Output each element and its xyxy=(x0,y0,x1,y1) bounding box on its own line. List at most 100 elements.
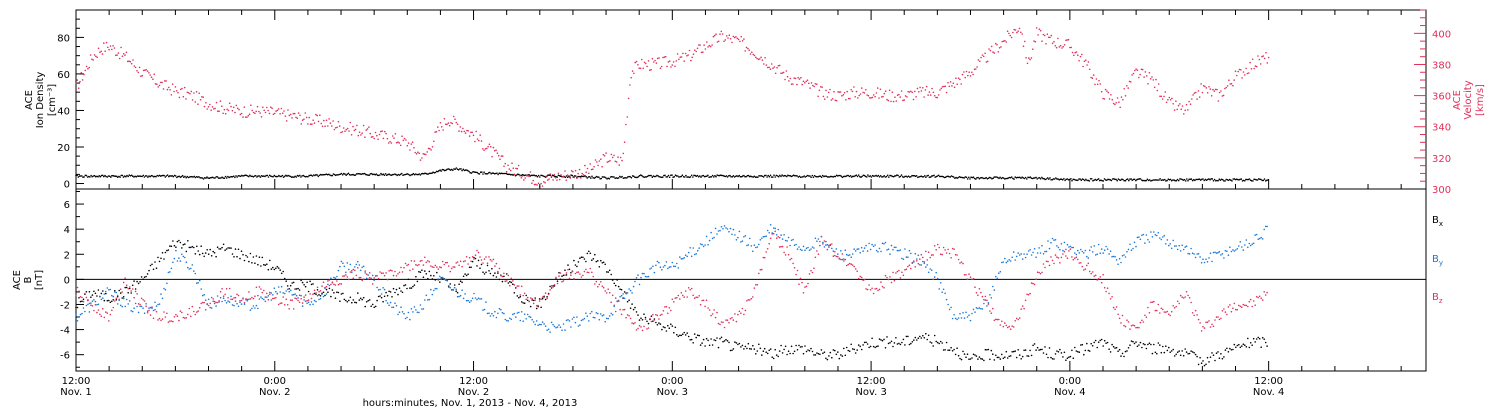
data-point-velocity xyxy=(353,129,356,132)
data-point-velocity xyxy=(166,88,169,91)
data-point-bx xyxy=(927,334,930,337)
data-point-bz xyxy=(796,269,799,272)
data-point-velocity xyxy=(393,137,395,139)
data-point-bz xyxy=(886,276,888,279)
data-point-bx xyxy=(564,269,566,272)
ion-density-label-line1: ACE xyxy=(24,90,35,110)
data-point-bx xyxy=(1047,356,1049,359)
data-point-by xyxy=(1151,236,1154,238)
data-point-ion-density xyxy=(1005,177,1007,180)
data-point-ion-density xyxy=(532,174,534,177)
data-point-bz xyxy=(410,260,413,262)
data-point-ion-density xyxy=(866,176,868,178)
data-point-by xyxy=(737,236,739,239)
data-point-velocity xyxy=(850,89,852,91)
data-point-by xyxy=(641,272,644,275)
data-point-bz xyxy=(1260,297,1262,300)
data-point-velocity xyxy=(668,60,671,62)
data-point-ion-density xyxy=(323,173,325,176)
data-point-ion-density xyxy=(1135,179,1137,182)
data-point-by xyxy=(283,292,286,295)
data-point-velocity xyxy=(244,116,247,118)
data-point-velocity xyxy=(1224,87,1226,90)
data-point-velocity xyxy=(158,84,161,87)
data-point-by xyxy=(1017,252,1019,254)
data-point-velocity xyxy=(210,109,212,111)
data-point-by xyxy=(920,264,923,266)
data-point-by xyxy=(523,313,526,316)
data-point-by xyxy=(710,231,712,234)
data-point-bx xyxy=(851,348,854,350)
data-point-bx xyxy=(1159,344,1161,346)
data-point-by xyxy=(480,298,483,300)
data-point-bx xyxy=(491,267,493,270)
data-point-bx xyxy=(570,272,572,274)
data-point-bx xyxy=(807,349,809,351)
data-point-velocity xyxy=(478,139,480,142)
data-point-velocity xyxy=(1001,40,1004,43)
data-point-ion-density xyxy=(299,174,301,177)
data-point-velocity xyxy=(823,98,826,100)
data-point-velocity xyxy=(699,44,701,46)
data-point-bx xyxy=(886,336,888,338)
data-point-bz xyxy=(1139,321,1142,324)
data-point-bx xyxy=(109,301,112,304)
data-point-bx xyxy=(167,249,170,251)
data-point-by xyxy=(1142,233,1145,236)
data-point-bx xyxy=(1168,346,1170,349)
data-point-by xyxy=(540,323,542,326)
data-point-velocity xyxy=(455,121,458,124)
data-point-ion-density xyxy=(368,174,371,176)
data-point-bx xyxy=(960,358,963,361)
data-point-velocity xyxy=(504,162,507,165)
data-point-by xyxy=(526,313,529,316)
data-point-bx xyxy=(834,349,836,352)
data-point-by xyxy=(544,325,547,327)
data-point-ion-density xyxy=(382,173,385,175)
data-point-bx xyxy=(395,288,398,291)
data-point-bx xyxy=(392,287,395,290)
data-point-ion-density xyxy=(726,176,729,178)
data-point-bz xyxy=(148,309,150,312)
data-point-bz xyxy=(465,255,468,258)
data-point-bz xyxy=(895,272,897,274)
data-point-bz xyxy=(957,258,960,261)
data-point-velocity xyxy=(821,86,823,88)
data-point-velocity xyxy=(617,156,619,158)
data-point-by xyxy=(304,300,307,303)
data-point-bz xyxy=(1017,318,1019,321)
data-point-ion-density xyxy=(925,176,927,178)
data-point-ion-density xyxy=(919,175,921,178)
data-point-ion-density xyxy=(794,175,796,177)
velocity-tick-label: 300 xyxy=(1432,185,1451,196)
data-point-bz xyxy=(541,296,544,298)
data-point-bx xyxy=(1224,349,1227,351)
data-point-ion-density xyxy=(901,176,904,178)
data-point-by xyxy=(953,314,955,316)
data-point-velocity xyxy=(1210,95,1213,97)
data-point-bz xyxy=(365,273,368,276)
data-point-ion-density xyxy=(1114,178,1116,181)
data-point-bz xyxy=(799,277,802,280)
data-point-velocity xyxy=(760,56,762,59)
data-point-by xyxy=(1199,256,1201,258)
data-point-velocity xyxy=(780,72,782,75)
data-point-ion-density xyxy=(169,175,171,177)
data-point-bz xyxy=(395,275,398,277)
data-point-bz xyxy=(623,308,626,311)
data-point-bz xyxy=(348,278,350,281)
data-point-by xyxy=(336,275,338,278)
data-point-bz xyxy=(157,319,159,321)
data-point-velocity xyxy=(728,34,731,36)
data-point-by xyxy=(367,274,370,276)
data-point-velocity xyxy=(381,130,383,132)
data-point-bz xyxy=(759,269,762,271)
data-point-velocity xyxy=(682,52,684,55)
data-point-by xyxy=(255,304,258,307)
data-point-velocity xyxy=(511,162,513,164)
data-point-by xyxy=(895,246,897,249)
data-point-velocity xyxy=(1135,68,1137,70)
data-point-bx xyxy=(880,339,882,341)
data-point-ion-density xyxy=(966,178,969,180)
data-point-bx xyxy=(714,339,717,342)
